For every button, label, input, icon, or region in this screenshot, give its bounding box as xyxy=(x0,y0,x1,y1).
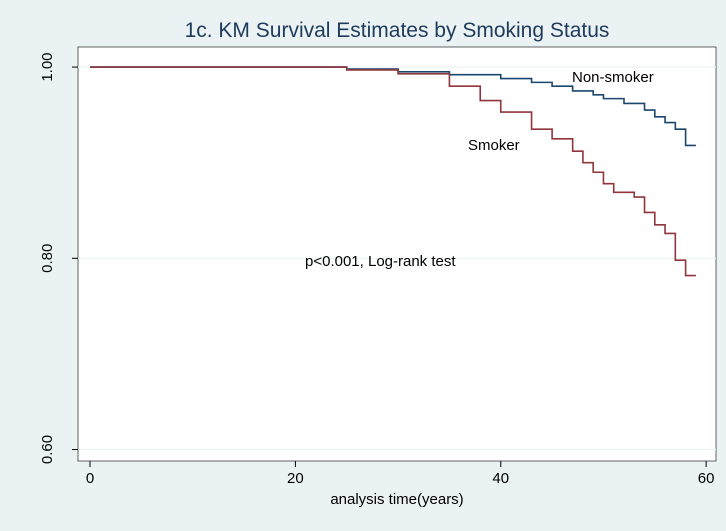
chart-title: 1c. KM Survival Estimates by Smoking Sta… xyxy=(185,19,610,42)
survival-curve xyxy=(90,66,696,147)
y-tick-label: 1.00 xyxy=(39,52,56,81)
x-tick-label: 40 xyxy=(492,470,509,487)
x-tick-label: 0 xyxy=(86,470,94,487)
x-tick-label: 20 xyxy=(287,470,304,487)
annotation: p<0.001, Log-rank test xyxy=(305,253,456,270)
annotation: Smoker xyxy=(468,137,520,154)
y-tick-label: 0.80 xyxy=(39,244,56,273)
x-axis-title: analysis time(years) xyxy=(330,491,463,508)
y-tick-label: 0.60 xyxy=(39,435,56,464)
survival-curve xyxy=(90,66,696,277)
plot-area xyxy=(77,46,717,462)
annotation: Non-smoker xyxy=(572,69,654,86)
x-tick-label: 60 xyxy=(698,470,715,487)
